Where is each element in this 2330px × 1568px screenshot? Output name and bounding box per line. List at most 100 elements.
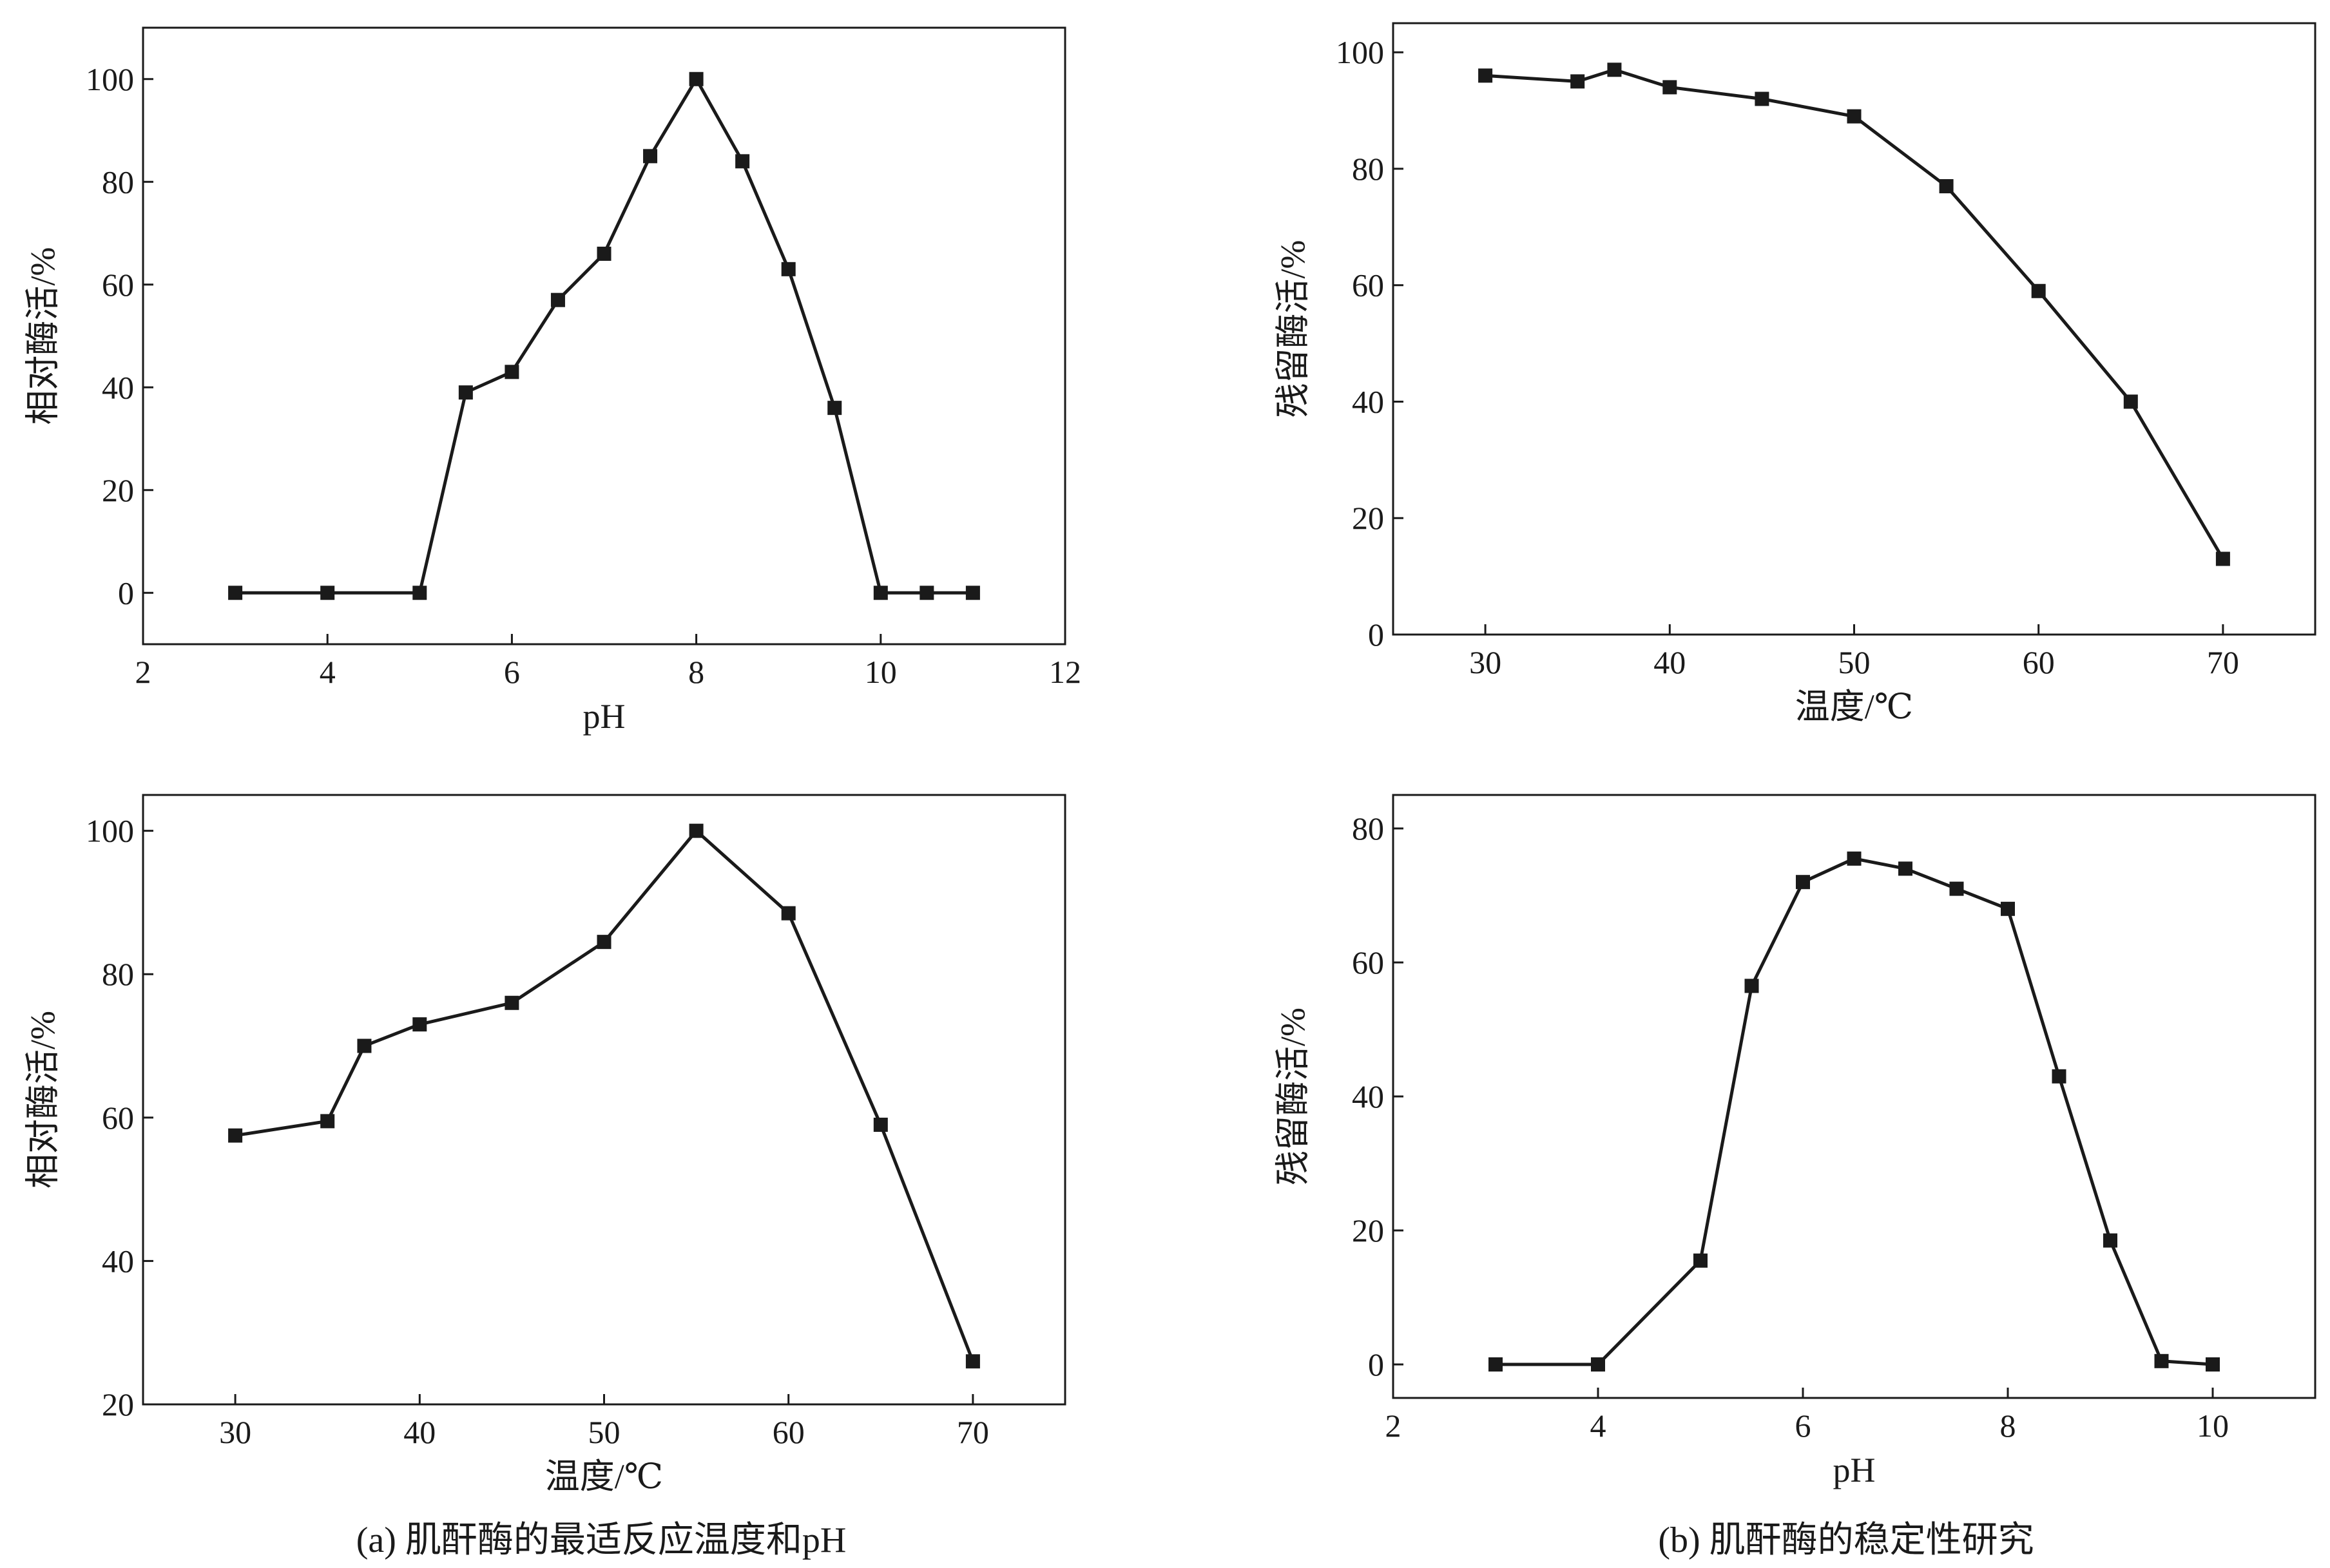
data-point [1591, 1357, 1605, 1372]
x-tick-label: 30 [1469, 644, 1501, 680]
data-point [689, 823, 704, 838]
data-point [2215, 551, 2230, 566]
x-tick-label: 60 [2023, 644, 2055, 680]
data-point [965, 586, 980, 600]
y-axis-label: 相对酶活/% [23, 247, 62, 425]
x-axis-label: 温度/℃ [545, 1457, 663, 1496]
data-point [2154, 1353, 2169, 1368]
caption-b: (b) 肌酐酶的稳定性研究 [1658, 1520, 2034, 1560]
y-tick-label: 40 [1352, 383, 1384, 419]
data-point [1478, 68, 1493, 83]
data-point [412, 586, 427, 600]
y-tick-label: 20 [1352, 1212, 1384, 1248]
data-point [320, 586, 335, 600]
y-axis-label: 残留酶活/% [1273, 1008, 1312, 1185]
x-axis-label: 温度/℃ [1795, 687, 1913, 726]
data-point [597, 935, 611, 950]
data-point [827, 401, 842, 416]
data-point [1898, 861, 1912, 876]
data-point [1570, 74, 1585, 89]
x-tick-label: 4 [320, 654, 336, 690]
y-tick-label: 60 [1352, 944, 1384, 980]
data-point [228, 586, 243, 600]
data-point [505, 995, 519, 1010]
data-point [873, 1117, 888, 1132]
y-tick-label: 40 [102, 1243, 134, 1279]
data-point [458, 385, 473, 400]
series-line [1496, 857, 2213, 1366]
x-tick-label: 4 [1590, 1408, 1606, 1444]
y-tick-label: 80 [102, 956, 134, 992]
data-point [2052, 1069, 2066, 1084]
x-tick-label: 8 [2000, 1408, 2016, 1444]
data-point [919, 586, 934, 600]
series-line [1485, 68, 2225, 560]
data-point [965, 1354, 980, 1369]
x-tick-label: 6 [1795, 1408, 1811, 1444]
data-point [689, 72, 704, 86]
x-axis-label: pH [583, 697, 626, 736]
x-tick-label: 60 [773, 1414, 805, 1450]
x-tick-label: 2 [135, 654, 151, 690]
data-point [1755, 91, 1769, 106]
data-point [1847, 851, 1862, 866]
caption-a: (a) 肌酐酶的最适反应温度和pH [356, 1520, 847, 1560]
data-point [2001, 901, 2015, 916]
plot-frame [1392, 794, 2316, 1399]
x-tick-label: 70 [957, 1414, 989, 1450]
y-tick-label: 100 [1336, 34, 1384, 70]
x-tick-label: 8 [688, 654, 704, 690]
x-axis-label: pH [1833, 1451, 1876, 1489]
chart-a-bottom: 30 40 50 60 70 20 40 60 80 100 温度/℃ 相对酶活/% [23, 794, 1066, 1496]
y-tick-label: 80 [1352, 810, 1384, 846]
x-tick-label: 12 [1049, 654, 1081, 690]
x-tick-label: 30 [219, 1414, 251, 1450]
series-line [235, 829, 975, 1362]
data-point [550, 292, 565, 307]
data-point [2206, 1357, 2220, 1372]
series-line [235, 77, 973, 595]
data-point [2031, 283, 2046, 298]
data-point [781, 262, 796, 276]
chart-b-top: 30 40 50 60 70 0 20 40 60 80 100 温度/℃ 残留酶活/% [1273, 22, 2316, 726]
data-point [781, 906, 796, 921]
x-tick-label: 70 [2207, 644, 2239, 680]
y-tick-label: 100 [86, 813, 134, 849]
data-point [505, 365, 519, 379]
y-tick-label: 60 [1352, 267, 1384, 303]
plot-frame [142, 26, 1066, 645]
x-tick-label: 50 [588, 1414, 621, 1450]
y-tick-label: 100 [86, 61, 134, 97]
data-point [1488, 1357, 1503, 1372]
data-point [2123, 394, 2138, 409]
data-point [643, 149, 658, 164]
data-point [1662, 80, 1677, 95]
data-point [1939, 179, 1954, 194]
data-point [1796, 875, 1810, 890]
data-point [228, 1128, 243, 1143]
data-point [1847, 109, 1862, 124]
y-tick-label: 0 [1368, 1346, 1384, 1382]
data-point [597, 246, 611, 261]
y-axis-label: 相对酶活/% [23, 1011, 62, 1189]
x-tick-label: 10 [865, 654, 897, 690]
data-point [357, 1038, 372, 1053]
data-point [735, 154, 750, 169]
data-point [873, 586, 888, 600]
y-tick-label: 0 [1368, 617, 1384, 653]
data-point [1949, 881, 1964, 896]
x-tick-label: 2 [1385, 1408, 1401, 1444]
data-point [320, 1114, 335, 1129]
x-tick-label: 50 [1838, 644, 1871, 680]
y-tick-label: 20 [102, 1386, 134, 1422]
y-tick-label: 80 [102, 164, 134, 200]
chart-b-bottom: 2 4 6 8 10 0 20 40 60 80 pH 残留酶活/% [1273, 794, 2316, 1489]
y-tick-label: 40 [102, 369, 134, 405]
data-point [1693, 1253, 1708, 1268]
chart-a-top: 2 4 6 8 10 12 0 20 40 60 80 100 pH 相对酶活/% [23, 26, 1081, 736]
x-tick-label: 10 [2197, 1408, 2229, 1444]
x-tick-label: 40 [1653, 644, 1686, 680]
data-point [1607, 62, 1622, 77]
y-tick-label: 20 [1352, 500, 1384, 536]
